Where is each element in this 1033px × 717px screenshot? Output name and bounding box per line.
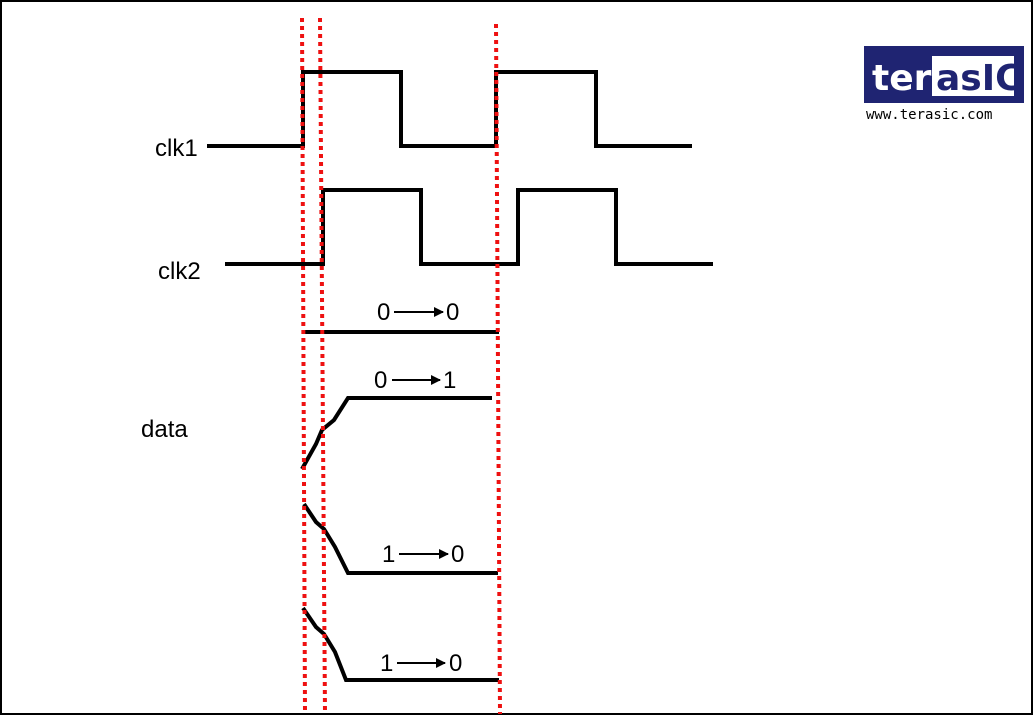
clk2-waveform xyxy=(225,188,713,266)
transition-to: 0 xyxy=(451,541,464,568)
data-line-0-to-1 xyxy=(300,396,492,470)
transition-1-to-0-label-b: 1 0 xyxy=(380,650,462,677)
transition-from: 1 xyxy=(380,650,393,677)
transition-to: 1 xyxy=(443,367,456,394)
logo-url: www.terasic.com xyxy=(866,107,992,123)
terasic-logo: ter asIC www.terasic.com xyxy=(864,46,1024,123)
clk1-waveform xyxy=(207,70,692,148)
transition-from: 0 xyxy=(377,299,390,326)
timing-marker-line xyxy=(494,23,502,715)
timing-marker-line xyxy=(318,17,327,715)
data-line-1-to-0-a xyxy=(302,502,498,575)
logo-inset xyxy=(932,56,1014,96)
data-label: data xyxy=(141,416,188,443)
data-line-1-to-0-b xyxy=(301,606,499,682)
logo-text-asic: asIC xyxy=(936,58,1022,99)
clk1-label: clk1 xyxy=(155,135,198,162)
transition-0-to-0-label: 0 0 xyxy=(377,299,459,326)
transition-0-to-1-label: 0 1 xyxy=(374,367,456,394)
clk2-label: clk2 xyxy=(158,258,201,285)
transition-from: 1 xyxy=(382,541,395,568)
transition-to: 0 xyxy=(446,299,459,326)
logo-text-ter: ter xyxy=(872,58,932,99)
transition-from: 0 xyxy=(374,367,387,394)
transition-to: 0 xyxy=(449,650,462,677)
transition-1-to-0-label-a: 1 0 xyxy=(382,541,464,568)
